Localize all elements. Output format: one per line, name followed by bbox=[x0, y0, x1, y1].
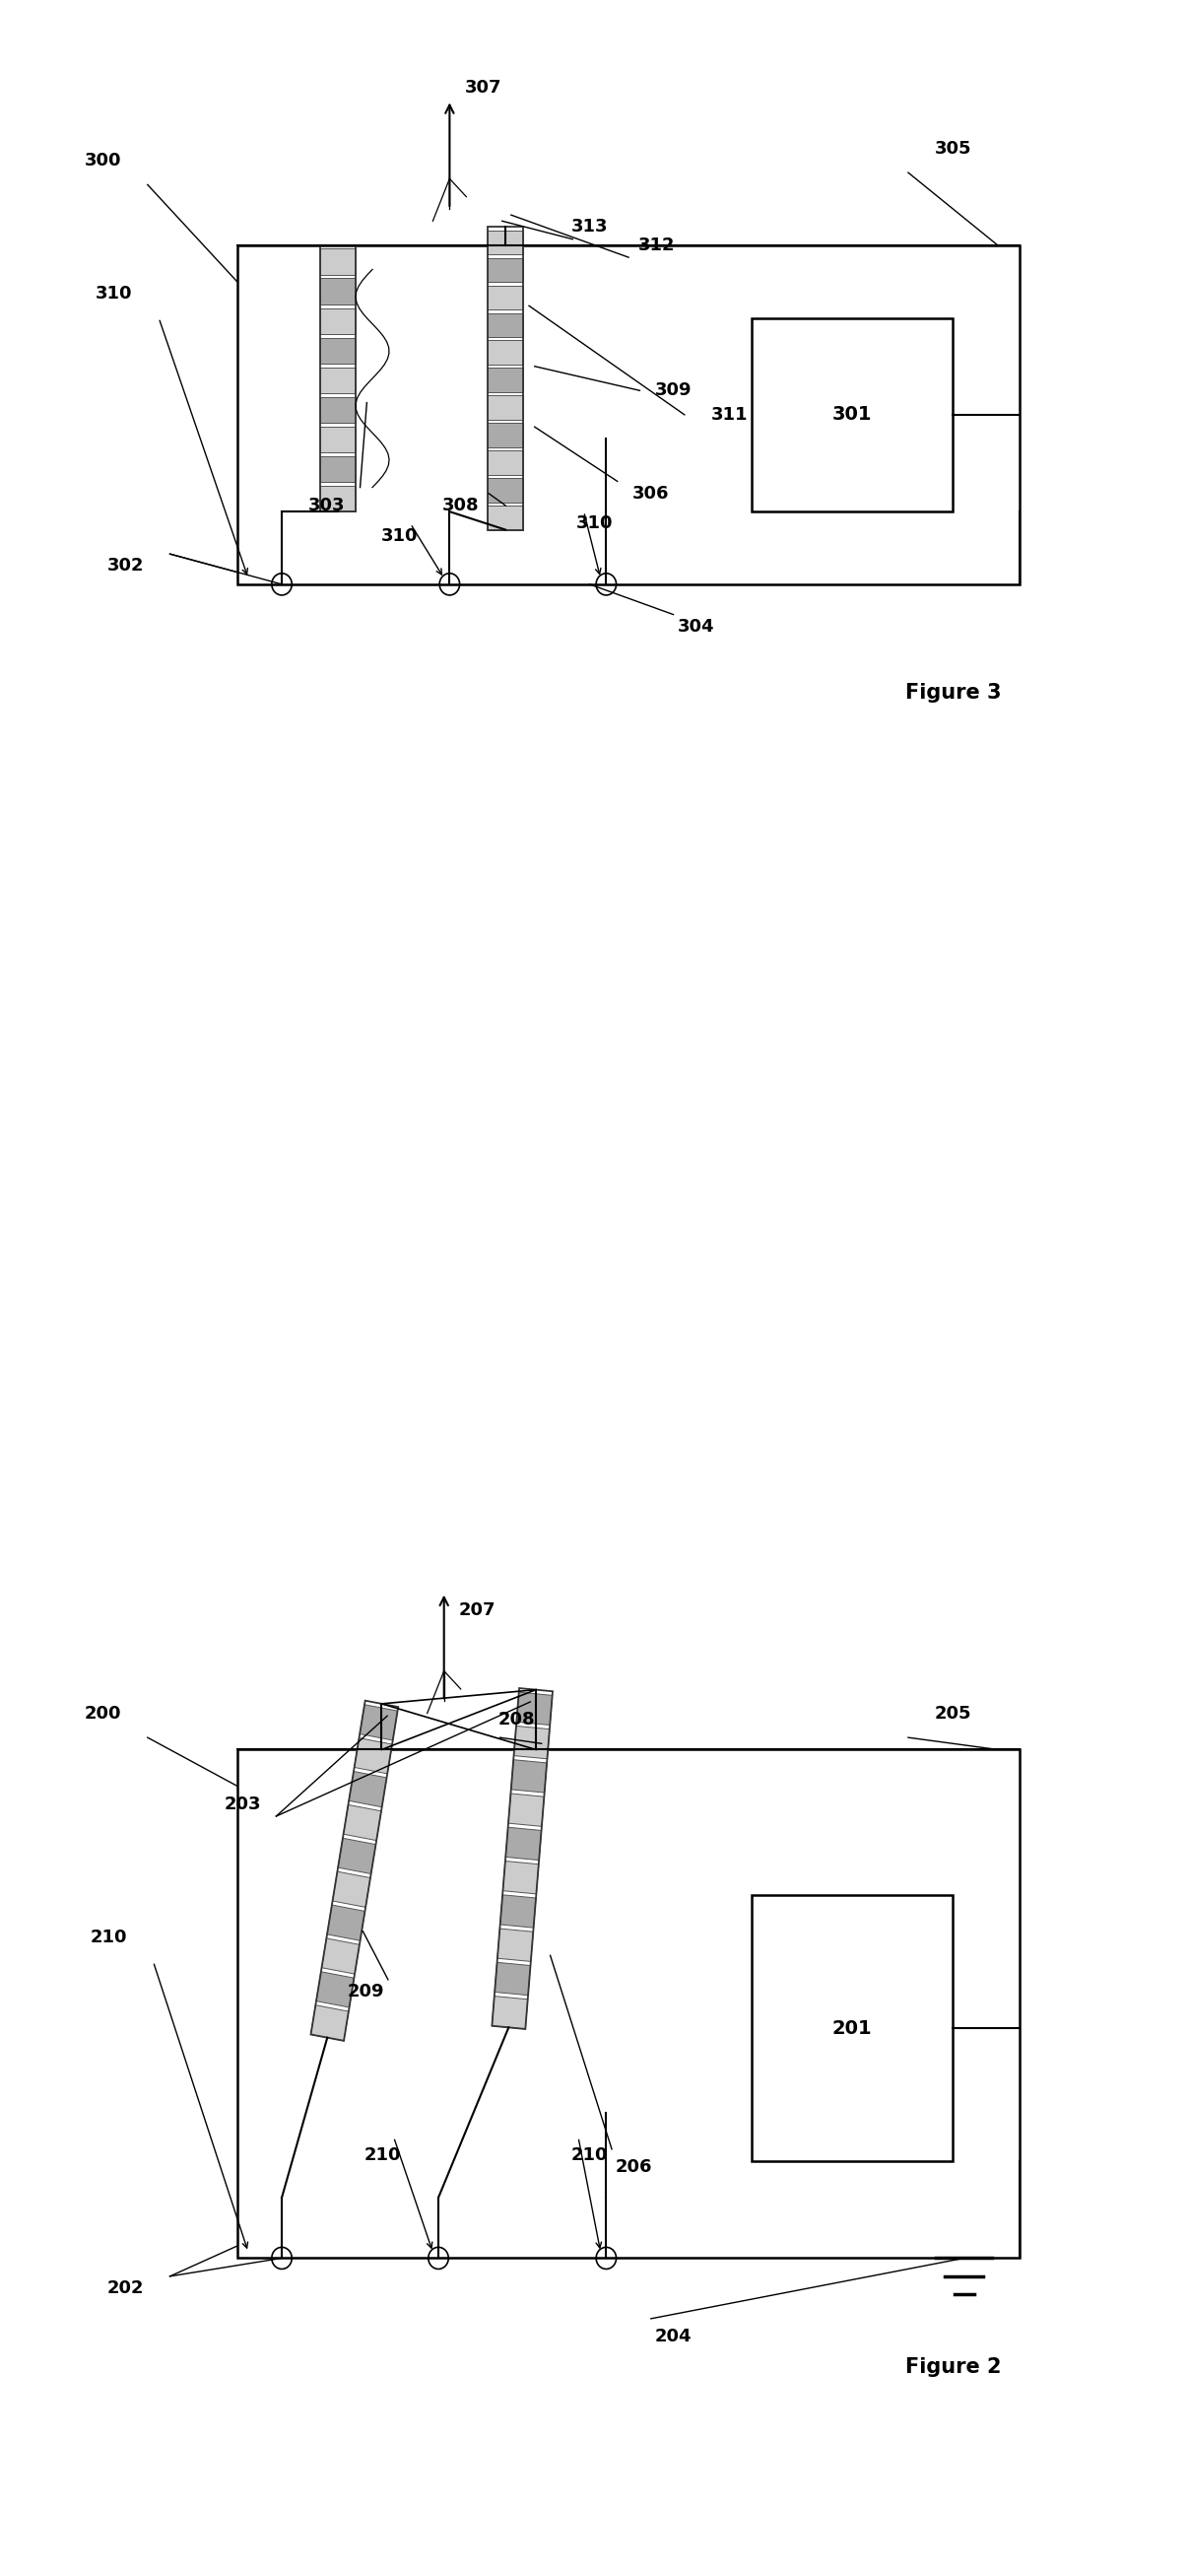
Text: 302: 302 bbox=[107, 556, 144, 574]
Bar bbox=[320, 368, 356, 394]
Text: Figure 3: Figure 3 bbox=[904, 683, 1001, 703]
Bar bbox=[508, 1793, 544, 1826]
Text: 203: 203 bbox=[224, 1795, 261, 1814]
Bar bbox=[311, 2004, 349, 2040]
Bar bbox=[237, 245, 1020, 585]
Text: 202: 202 bbox=[107, 2280, 144, 2298]
Text: 309: 309 bbox=[655, 381, 691, 399]
Text: 307: 307 bbox=[464, 80, 502, 98]
Bar bbox=[500, 1896, 536, 1927]
Text: 207: 207 bbox=[459, 1602, 496, 1620]
Bar bbox=[752, 317, 953, 513]
Bar bbox=[488, 227, 524, 531]
Bar bbox=[321, 1937, 359, 1973]
Text: 210: 210 bbox=[364, 2146, 401, 2164]
Text: 312: 312 bbox=[638, 237, 675, 255]
Bar bbox=[506, 1826, 541, 1860]
Bar bbox=[488, 258, 524, 283]
Bar bbox=[511, 1759, 547, 1793]
Text: 306: 306 bbox=[632, 484, 670, 502]
Text: 208: 208 bbox=[499, 1710, 536, 1728]
Bar bbox=[320, 397, 356, 422]
Text: 300: 300 bbox=[84, 152, 121, 170]
Bar bbox=[332, 1873, 370, 1906]
Text: 303: 303 bbox=[308, 497, 345, 515]
Text: 204: 204 bbox=[655, 2329, 691, 2347]
Bar bbox=[497, 1929, 533, 1960]
Bar bbox=[495, 1963, 531, 1996]
Bar bbox=[488, 422, 524, 448]
Text: Figure 2: Figure 2 bbox=[904, 2357, 1001, 2378]
Bar bbox=[488, 229, 524, 255]
Bar bbox=[320, 250, 356, 276]
Bar bbox=[516, 1692, 552, 1726]
Text: 201: 201 bbox=[832, 2020, 872, 2038]
Text: 200: 200 bbox=[84, 1705, 121, 1723]
Bar bbox=[349, 1772, 387, 1808]
Bar bbox=[320, 309, 356, 335]
Bar bbox=[237, 1749, 1020, 2259]
Bar bbox=[311, 1700, 399, 2040]
Bar bbox=[488, 505, 524, 531]
Bar bbox=[320, 337, 356, 363]
Bar bbox=[320, 428, 356, 453]
Bar bbox=[488, 368, 524, 392]
Text: 310: 310 bbox=[576, 515, 614, 533]
Bar bbox=[320, 245, 356, 513]
Bar bbox=[488, 479, 524, 502]
Text: 310: 310 bbox=[381, 528, 418, 544]
Text: 313: 313 bbox=[571, 219, 608, 237]
Bar bbox=[344, 1806, 381, 1839]
Bar bbox=[488, 340, 524, 366]
Bar bbox=[355, 1739, 393, 1775]
Bar bbox=[488, 397, 524, 420]
Bar bbox=[488, 286, 524, 309]
Bar bbox=[491, 1687, 552, 2030]
Text: 210: 210 bbox=[90, 1929, 127, 1945]
Bar bbox=[320, 456, 356, 482]
Bar bbox=[491, 1996, 527, 2030]
Bar bbox=[338, 1839, 376, 1873]
Bar bbox=[514, 1726, 550, 1759]
Bar bbox=[503, 1860, 539, 1893]
Text: 308: 308 bbox=[443, 497, 480, 515]
Text: 311: 311 bbox=[710, 407, 747, 422]
Bar bbox=[317, 1971, 355, 2007]
Text: 304: 304 bbox=[677, 618, 714, 636]
Bar bbox=[488, 312, 524, 337]
Bar bbox=[327, 1904, 365, 1940]
Text: 210: 210 bbox=[571, 2146, 608, 2164]
Bar bbox=[752, 1896, 953, 2161]
Text: 206: 206 bbox=[615, 2159, 652, 2177]
Text: 305: 305 bbox=[934, 139, 971, 157]
Text: 301: 301 bbox=[832, 404, 872, 425]
Bar bbox=[488, 451, 524, 474]
Text: 209: 209 bbox=[347, 1984, 384, 2002]
Text: 310: 310 bbox=[95, 286, 132, 301]
Bar bbox=[320, 278, 356, 304]
Text: 205: 205 bbox=[934, 1705, 971, 1723]
Bar bbox=[320, 484, 356, 513]
Bar bbox=[359, 1705, 397, 1741]
